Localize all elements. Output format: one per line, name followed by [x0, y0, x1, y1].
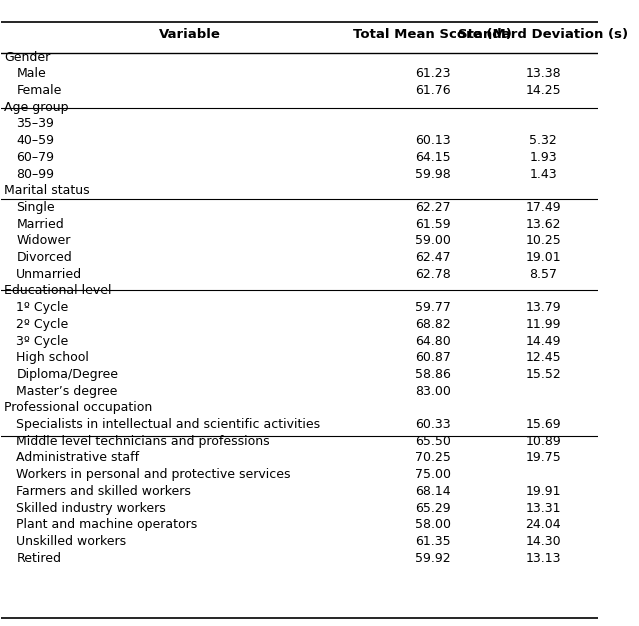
Text: 10.89: 10.89	[525, 435, 561, 448]
Text: 62.47: 62.47	[415, 251, 450, 264]
Text: Unmarried: Unmarried	[17, 268, 82, 280]
Text: 13.31: 13.31	[525, 501, 561, 515]
Text: 17.49: 17.49	[525, 201, 561, 214]
Text: Married: Married	[17, 218, 64, 230]
Text: Total Mean Score (M): Total Mean Score (M)	[353, 28, 512, 41]
Text: 13.13: 13.13	[525, 552, 561, 565]
Text: High school: High school	[17, 351, 89, 364]
Text: 80–99: 80–99	[17, 168, 54, 180]
Text: 62.78: 62.78	[415, 268, 450, 280]
Text: Widower: Widower	[17, 234, 71, 247]
Text: 70.25: 70.25	[415, 451, 450, 464]
Text: 8.57: 8.57	[529, 268, 557, 280]
Text: Unskilled workers: Unskilled workers	[17, 535, 127, 548]
Text: Specialists in intellectual and scientific activities: Specialists in intellectual and scientif…	[17, 418, 320, 431]
Text: 13.62: 13.62	[525, 218, 561, 230]
Text: 2º Cycle: 2º Cycle	[17, 318, 68, 331]
Text: 19.01: 19.01	[525, 251, 561, 264]
Text: 35–39: 35–39	[17, 118, 54, 130]
Text: 1.43: 1.43	[529, 168, 557, 180]
Text: Diploma/Degree: Diploma/Degree	[17, 368, 118, 381]
Text: 64.80: 64.80	[415, 334, 450, 347]
Text: Retired: Retired	[17, 552, 61, 565]
Text: Skilled industry workers: Skilled industry workers	[17, 501, 166, 515]
Text: 10.25: 10.25	[525, 234, 561, 247]
Text: 14.25: 14.25	[525, 84, 561, 97]
Text: 1º Cycle: 1º Cycle	[17, 301, 68, 314]
Text: 14.30: 14.30	[525, 535, 561, 548]
Text: 13.38: 13.38	[525, 68, 561, 80]
Text: 68.14: 68.14	[415, 485, 450, 498]
Text: Professional occupation: Professional occupation	[4, 401, 153, 414]
Text: 59.77: 59.77	[415, 301, 450, 314]
Text: 60.33: 60.33	[415, 418, 450, 431]
Text: 19.91: 19.91	[525, 485, 561, 498]
Text: 3º Cycle: 3º Cycle	[17, 334, 68, 347]
Text: 1.93: 1.93	[529, 151, 557, 164]
Text: 60–79: 60–79	[17, 151, 54, 164]
Text: Educational level: Educational level	[4, 284, 112, 297]
Text: 13.79: 13.79	[525, 301, 561, 314]
Text: 83.00: 83.00	[415, 384, 450, 398]
Text: Divorced: Divorced	[17, 251, 72, 264]
Text: 59.92: 59.92	[415, 552, 450, 565]
Text: 61.59: 61.59	[415, 218, 450, 230]
Text: Farmers and skilled workers: Farmers and skilled workers	[17, 485, 191, 498]
Text: Plant and machine operators: Plant and machine operators	[17, 518, 197, 531]
Text: 60.13: 60.13	[415, 134, 450, 147]
Text: 58.86: 58.86	[415, 368, 450, 381]
Text: 5.32: 5.32	[529, 134, 557, 147]
Text: 15.69: 15.69	[525, 418, 561, 431]
Text: 61.35: 61.35	[415, 535, 450, 548]
Text: Middle level technicians and professions: Middle level technicians and professions	[17, 435, 270, 448]
Text: Marital status: Marital status	[4, 184, 90, 197]
Text: Variable: Variable	[158, 28, 220, 41]
Text: 64.15: 64.15	[415, 151, 450, 164]
Text: 59.00: 59.00	[415, 234, 450, 247]
Text: Male: Male	[17, 68, 46, 80]
Text: Master’s degree: Master’s degree	[17, 384, 118, 398]
Text: 65.50: 65.50	[415, 435, 450, 448]
Text: 14.49: 14.49	[525, 334, 561, 347]
Text: 61.23: 61.23	[415, 68, 450, 80]
Text: 11.99: 11.99	[525, 318, 561, 331]
Text: 58.00: 58.00	[415, 518, 450, 531]
Text: 15.52: 15.52	[525, 368, 561, 381]
Text: Standard Deviation (s): Standard Deviation (s)	[458, 28, 628, 41]
Text: Administrative staff: Administrative staff	[17, 451, 139, 464]
Text: Female: Female	[17, 84, 62, 97]
Text: 68.82: 68.82	[415, 318, 450, 331]
Text: 59.98: 59.98	[415, 168, 450, 180]
Text: 40–59: 40–59	[17, 134, 54, 147]
Text: 24.04: 24.04	[525, 518, 561, 531]
Text: 61.76: 61.76	[415, 84, 450, 97]
Text: Single: Single	[17, 201, 55, 214]
Text: 62.27: 62.27	[415, 201, 450, 214]
Text: 19.75: 19.75	[525, 451, 561, 464]
Text: 60.87: 60.87	[415, 351, 450, 364]
Text: Age group: Age group	[4, 101, 69, 114]
Text: Gender: Gender	[4, 51, 50, 64]
Text: 65.29: 65.29	[415, 501, 450, 515]
Text: 12.45: 12.45	[525, 351, 561, 364]
Text: Workers in personal and protective services: Workers in personal and protective servi…	[17, 468, 291, 481]
Text: 75.00: 75.00	[415, 468, 450, 481]
